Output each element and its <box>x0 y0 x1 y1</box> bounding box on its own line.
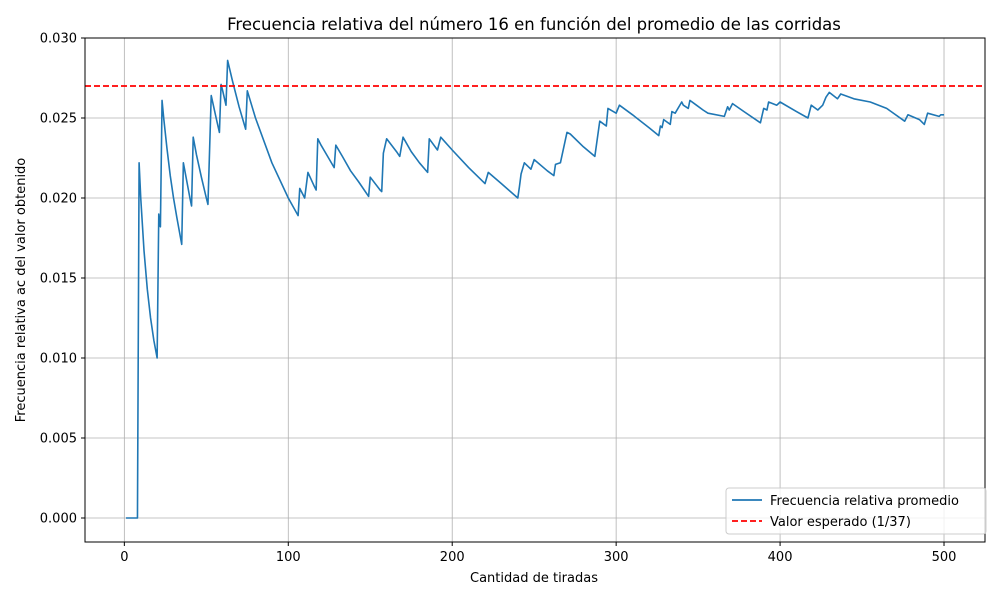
y-tick-label: 0.010 <box>40 352 77 367</box>
axes-frame <box>84 37 986 543</box>
legend-box <box>725 487 987 535</box>
y-tick-label: 0.015 <box>40 272 77 287</box>
legend-label-series-1: Valor esperado (1/37) <box>770 515 911 530</box>
x-tick-label: 0 <box>120 550 128 565</box>
series-line <box>125 59 945 519</box>
y-tick-label: 0.025 <box>40 112 77 127</box>
y-ticks: 0.000 0.005 0.010 0.015 0.020 0.025 0.030 <box>40 32 85 527</box>
legend: Frecuencia relativa promedio Valor esper… <box>725 487 987 535</box>
y-tick-label: 0.005 <box>40 432 77 447</box>
x-tick-label: 500 <box>932 550 957 565</box>
y-axis-label: Frecuencia relativa ac del valor obtenid… <box>14 158 29 423</box>
x-tick-label: 200 <box>440 550 465 565</box>
plot-area <box>84 37 986 543</box>
x-axis-label: Cantidad de tiradas <box>470 571 598 586</box>
y-tick-label: 0.030 <box>40 32 77 47</box>
legend-label-series-0: Frecuencia relativa promedio <box>770 494 959 509</box>
x-tick-label: 100 <box>276 550 301 565</box>
x-tick-label: 400 <box>768 550 793 565</box>
x-ticks: 0 100 200 300 400 500 <box>120 542 956 565</box>
y-tick-label: 0.000 <box>40 512 77 527</box>
chart-title: Frecuencia relativa del número 16 en fun… <box>227 15 841 34</box>
y-tick-label: 0.020 <box>40 192 77 207</box>
x-tick-label: 300 <box>604 550 629 565</box>
